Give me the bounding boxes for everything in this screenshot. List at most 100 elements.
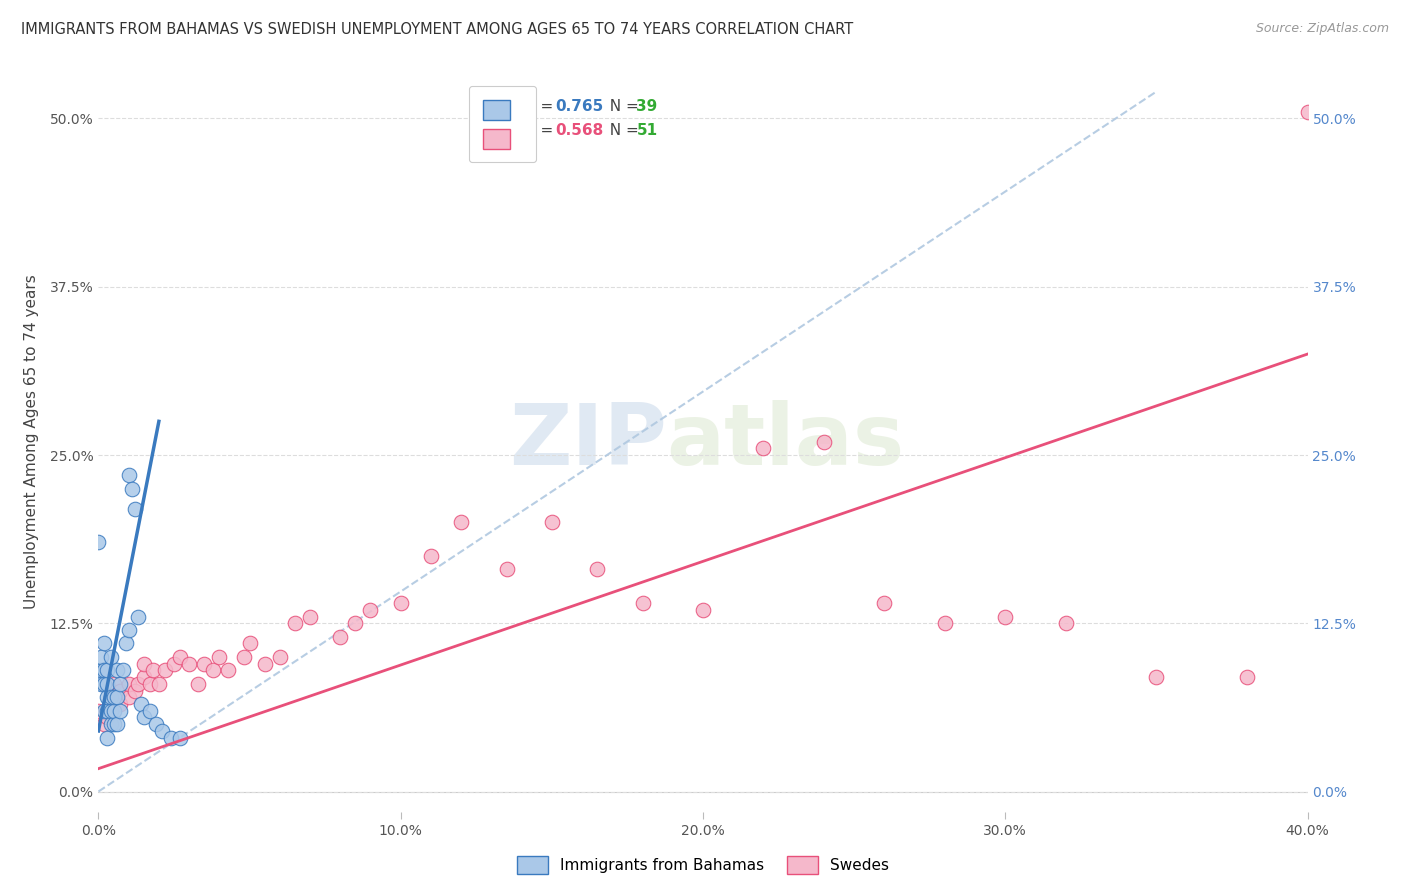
Point bbox=[389, 596, 412, 610]
Point bbox=[121, 482, 143, 496]
Point bbox=[108, 677, 131, 691]
Point bbox=[145, 717, 167, 731]
Point bbox=[284, 616, 307, 631]
Point bbox=[103, 690, 125, 705]
Point bbox=[1296, 104, 1319, 119]
Point bbox=[299, 609, 322, 624]
Point bbox=[540, 516, 562, 530]
Point bbox=[450, 516, 472, 530]
Point bbox=[96, 690, 118, 705]
Point bbox=[87, 704, 110, 718]
Point bbox=[148, 677, 170, 691]
Point bbox=[150, 723, 173, 738]
Point bbox=[105, 717, 128, 731]
Text: N =: N = bbox=[600, 100, 644, 114]
Point bbox=[127, 677, 149, 691]
Text: 39: 39 bbox=[637, 100, 658, 114]
Point bbox=[124, 501, 146, 516]
Point bbox=[93, 636, 115, 650]
Text: Source: ZipAtlas.com: Source: ZipAtlas.com bbox=[1256, 22, 1389, 36]
Point bbox=[253, 657, 276, 671]
Point bbox=[169, 649, 191, 664]
Point bbox=[108, 683, 131, 698]
Point bbox=[139, 704, 162, 718]
Text: ZIP: ZIP bbox=[509, 400, 666, 483]
Point bbox=[692, 603, 714, 617]
Text: 51: 51 bbox=[637, 123, 658, 138]
Point bbox=[1144, 670, 1167, 684]
Point bbox=[813, 434, 835, 449]
Point bbox=[217, 664, 239, 678]
Point bbox=[631, 596, 654, 610]
Point bbox=[420, 549, 443, 563]
Point bbox=[105, 690, 128, 705]
Point bbox=[169, 731, 191, 745]
Point bbox=[87, 535, 110, 549]
Point bbox=[108, 697, 131, 711]
Point bbox=[108, 704, 131, 718]
Text: atlas: atlas bbox=[666, 400, 905, 483]
Point bbox=[100, 649, 122, 664]
Point bbox=[269, 649, 291, 664]
Point bbox=[93, 704, 115, 718]
Point bbox=[132, 670, 155, 684]
Point bbox=[96, 704, 118, 718]
Point bbox=[202, 664, 225, 678]
Point bbox=[1054, 616, 1077, 631]
Point bbox=[132, 710, 155, 724]
Point bbox=[1236, 670, 1258, 684]
Point bbox=[96, 710, 118, 724]
Point bbox=[118, 468, 141, 483]
Text: R =: R = bbox=[526, 123, 558, 138]
Point bbox=[100, 717, 122, 731]
Point bbox=[127, 609, 149, 624]
Point bbox=[139, 677, 162, 691]
Point bbox=[129, 697, 152, 711]
Point bbox=[96, 677, 118, 691]
Point bbox=[142, 664, 165, 678]
Point bbox=[193, 657, 215, 671]
Point bbox=[93, 677, 115, 691]
Text: N =: N = bbox=[600, 123, 644, 138]
Point bbox=[752, 442, 775, 456]
Point bbox=[96, 664, 118, 678]
Point bbox=[114, 636, 136, 650]
Point bbox=[105, 664, 128, 678]
Point bbox=[132, 657, 155, 671]
Text: R =: R = bbox=[526, 100, 558, 114]
Text: IMMIGRANTS FROM BAHAMAS VS SWEDISH UNEMPLOYMENT AMONG AGES 65 TO 74 YEARS CORREL: IMMIGRANTS FROM BAHAMAS VS SWEDISH UNEMP… bbox=[21, 22, 853, 37]
Point bbox=[329, 630, 352, 644]
Legend: , : , bbox=[468, 87, 536, 162]
Point bbox=[100, 690, 122, 705]
Point bbox=[187, 677, 209, 691]
Point bbox=[160, 731, 183, 745]
Point bbox=[360, 603, 382, 617]
Point bbox=[153, 664, 176, 678]
Point bbox=[96, 731, 118, 745]
Legend: Immigrants from Bahamas, Swedes: Immigrants from Bahamas, Swedes bbox=[512, 850, 894, 880]
Point bbox=[100, 704, 122, 718]
Point bbox=[344, 616, 367, 631]
Point bbox=[873, 596, 896, 610]
Point bbox=[994, 609, 1017, 624]
Point bbox=[103, 690, 125, 705]
Point bbox=[163, 657, 186, 671]
Point bbox=[118, 690, 141, 705]
Point bbox=[239, 636, 262, 650]
Point bbox=[179, 657, 201, 671]
Point bbox=[208, 649, 231, 664]
Point bbox=[118, 623, 141, 637]
Point bbox=[93, 664, 115, 678]
Point bbox=[232, 649, 254, 664]
Point bbox=[495, 562, 517, 576]
Text: 0.568: 0.568 bbox=[555, 123, 603, 138]
Point bbox=[103, 677, 125, 691]
Text: 0.765: 0.765 bbox=[555, 100, 603, 114]
Point bbox=[934, 616, 956, 631]
Point bbox=[124, 683, 146, 698]
Point bbox=[118, 677, 141, 691]
Point bbox=[111, 664, 134, 678]
Point bbox=[93, 717, 115, 731]
Point bbox=[90, 677, 112, 691]
Point bbox=[586, 562, 609, 576]
